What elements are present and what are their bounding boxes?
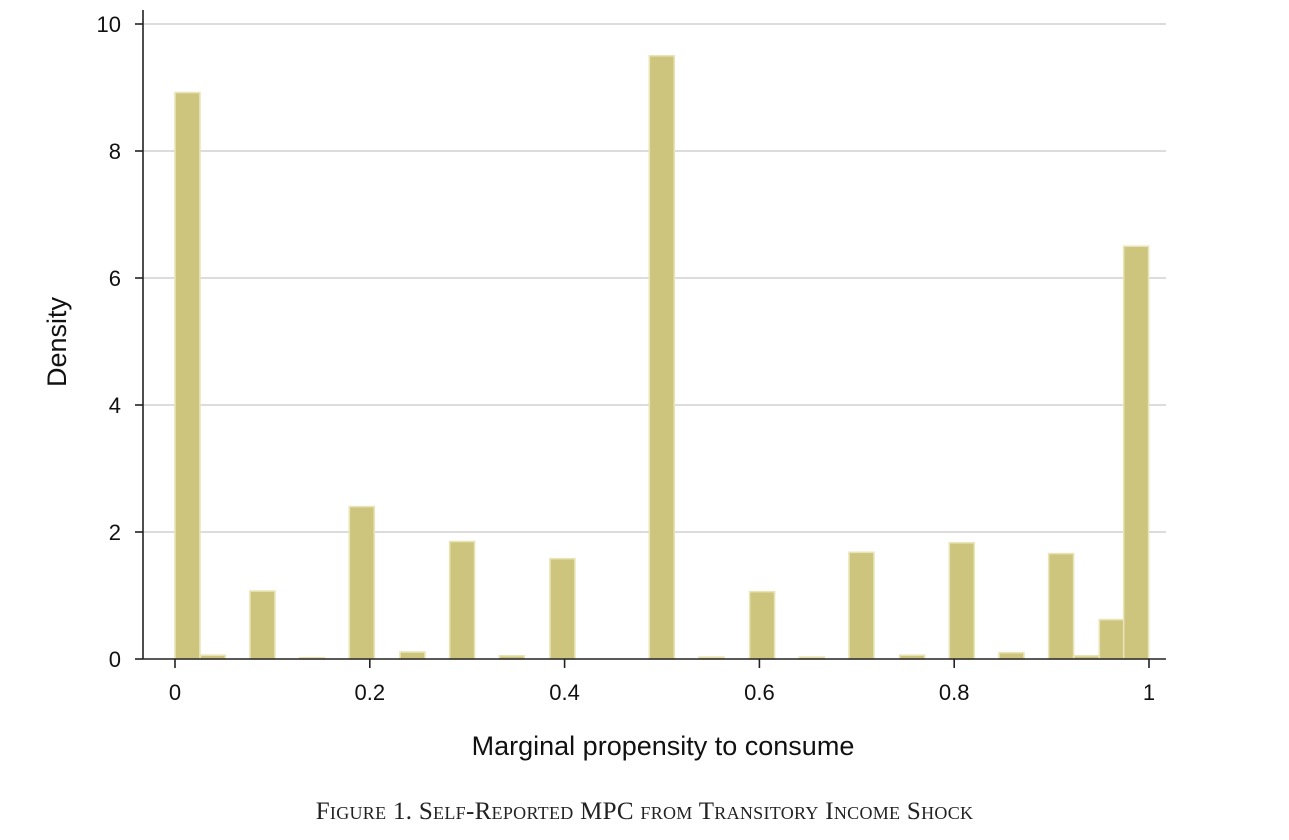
y-tick-label: 0 [109,647,121,672]
bars [174,54,1150,660]
y-tick-label: 2 [109,520,121,545]
histogram-bar [948,541,976,660]
histogram-bar [249,590,276,660]
histogram-bar [848,551,875,660]
histogram-bar [648,54,676,660]
y-tick-label: 10 [97,12,121,37]
x-tick-label: 0.8 [939,680,970,705]
y-axis-title: Density [42,296,72,387]
histogram-bar [448,540,476,660]
histogram-bar [1047,552,1075,660]
y-tick-label: 6 [109,266,121,291]
histogram-bar [549,557,576,660]
y-tick-label: 4 [109,393,121,418]
histogram-bar [348,505,376,660]
x-axis-title: Marginal propensity to consume [472,731,855,761]
axes [142,10,1166,660]
x-tick-labels: 0 0.2 0.4 0.6 0.8 1 [169,659,1155,705]
histogram-bar [399,651,426,660]
histogram-bar [748,590,776,660]
histogram-bar [1098,618,1126,660]
figure-caption: Figure 1. Self-Reported MPC from Transit… [315,798,974,825]
x-tick-label: 0.4 [549,680,580,705]
y-tick-label: 8 [109,139,121,164]
x-tick-label: 0.6 [744,680,775,705]
histogram-bar [998,651,1025,660]
x-tick-label: 1 [1143,680,1155,705]
x-tick-label: 0.2 [355,680,386,705]
x-tick-label: 0 [169,680,181,705]
histogram-bar [1122,245,1150,660]
y-tick-labels: 0 2 4 6 8 10 [97,12,143,672]
histogram-bar [174,91,201,660]
